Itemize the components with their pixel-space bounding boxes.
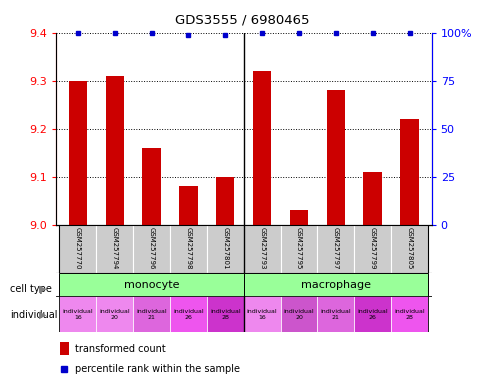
Text: GSM257796: GSM257796 bbox=[148, 227, 154, 270]
Text: ▶: ▶ bbox=[39, 310, 46, 320]
Text: individual: individual bbox=[10, 310, 57, 320]
Text: individual
26: individual 26 bbox=[173, 309, 203, 320]
Bar bbox=[96, 225, 133, 273]
Bar bbox=[207, 296, 243, 332]
Bar bbox=[252, 71, 271, 225]
Text: individual
21: individual 21 bbox=[320, 309, 350, 320]
Text: percentile rank within the sample: percentile rank within the sample bbox=[75, 364, 239, 374]
Text: individual
16: individual 16 bbox=[62, 309, 93, 320]
Bar bbox=[353, 296, 390, 332]
Bar bbox=[142, 148, 161, 225]
Bar bbox=[280, 296, 317, 332]
Text: GSM257794: GSM257794 bbox=[111, 227, 118, 270]
Text: individual
28: individual 28 bbox=[393, 309, 424, 320]
Text: GSM257793: GSM257793 bbox=[258, 227, 265, 270]
Bar bbox=[69, 81, 87, 225]
Bar bbox=[317, 225, 353, 273]
Text: GSM257799: GSM257799 bbox=[369, 227, 375, 270]
Bar bbox=[60, 296, 96, 332]
Text: GSM257798: GSM257798 bbox=[185, 227, 191, 270]
Text: individual
16: individual 16 bbox=[246, 309, 277, 320]
Text: GSM257795: GSM257795 bbox=[295, 227, 302, 270]
Bar bbox=[390, 296, 427, 332]
Bar bbox=[353, 225, 390, 273]
Bar bbox=[243, 296, 280, 332]
Text: individual
20: individual 20 bbox=[99, 309, 130, 320]
Bar bbox=[243, 225, 280, 273]
Bar bbox=[60, 273, 243, 296]
Bar bbox=[106, 76, 124, 225]
Text: individual
28: individual 28 bbox=[210, 309, 240, 320]
Bar bbox=[133, 225, 170, 273]
Text: individual
21: individual 21 bbox=[136, 309, 166, 320]
Bar bbox=[133, 296, 170, 332]
Text: macrophage: macrophage bbox=[300, 280, 370, 290]
Bar bbox=[390, 225, 427, 273]
Bar bbox=[363, 172, 381, 225]
Bar bbox=[207, 225, 243, 273]
Text: cell type: cell type bbox=[10, 284, 51, 294]
Bar bbox=[317, 296, 353, 332]
Text: monocyte: monocyte bbox=[123, 280, 179, 290]
Text: individual
20: individual 20 bbox=[283, 309, 314, 320]
Text: ▶: ▶ bbox=[39, 284, 46, 294]
Bar bbox=[179, 186, 197, 225]
Bar bbox=[289, 210, 307, 225]
Bar bbox=[216, 177, 234, 225]
Text: transformed count: transformed count bbox=[75, 344, 165, 354]
Bar bbox=[280, 225, 317, 273]
Bar bbox=[170, 225, 207, 273]
Bar bbox=[96, 296, 133, 332]
Text: GSM257797: GSM257797 bbox=[332, 227, 338, 270]
Text: GSM257805: GSM257805 bbox=[406, 227, 412, 270]
Text: individual
26: individual 26 bbox=[357, 309, 387, 320]
Bar bbox=[326, 90, 344, 225]
Text: GDS3555 / 6980465: GDS3555 / 6980465 bbox=[175, 13, 309, 26]
Bar bbox=[60, 225, 96, 273]
Bar bbox=[170, 296, 207, 332]
Text: GSM257770: GSM257770 bbox=[75, 227, 81, 270]
Bar bbox=[60, 342, 69, 355]
Bar bbox=[399, 119, 418, 225]
Text: GSM257801: GSM257801 bbox=[222, 227, 228, 270]
Bar bbox=[243, 273, 427, 296]
